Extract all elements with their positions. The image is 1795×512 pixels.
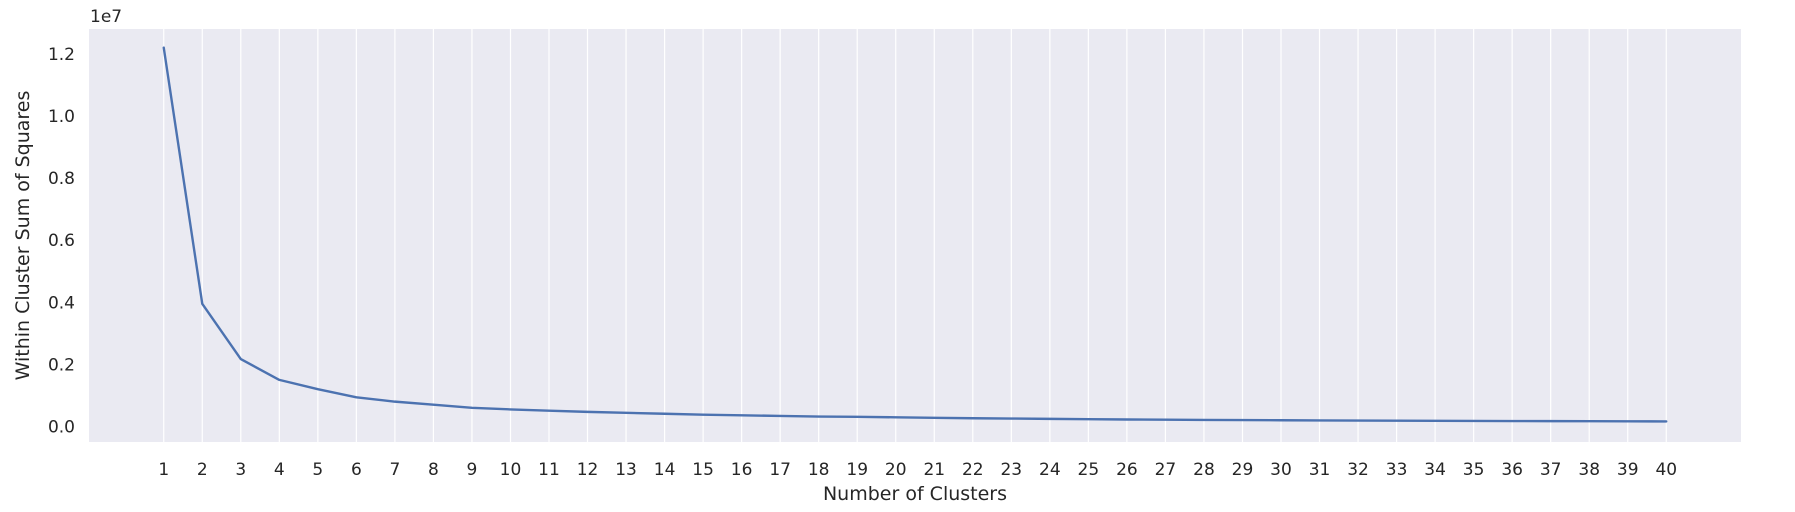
x-tick-label: 4: [274, 460, 285, 480]
x-tick-label: 22: [962, 460, 984, 480]
y-tick-label: 0.4: [48, 293, 75, 313]
x-tick-label: 13: [615, 460, 637, 480]
x-tick-label: 6: [351, 460, 362, 480]
x-tick-label: 9: [467, 460, 478, 480]
x-tick-label: 38: [1578, 460, 1600, 480]
x-tick-label: 31: [1309, 460, 1331, 480]
y-tick-labels: 0.0 0.2 0.4 0.6 0.8 1.0 1.2: [48, 45, 75, 438]
x-tick-label: 2: [197, 460, 208, 480]
y-axis-label: Within Cluster Sum of Squares: [12, 91, 34, 381]
x-tick-label: 37: [1540, 460, 1562, 480]
y-tick-label: 1.2: [48, 45, 75, 65]
x-tick-label: 27: [1155, 460, 1177, 480]
y-axis-offset-label: 1e7: [90, 7, 122, 27]
x-tick-label: 33: [1386, 460, 1408, 480]
series-line-0: [162, 46, 1668, 423]
x-tick-label: 23: [1000, 460, 1022, 480]
y-tick-label: 0.0: [48, 417, 75, 437]
x-tick-label: 35: [1463, 460, 1485, 480]
x-tick-label: 28: [1193, 460, 1215, 480]
x-tick-label: 26: [1116, 460, 1138, 480]
y-tick-label: 0.8: [48, 169, 75, 189]
x-axis-label: Number of Clusters: [823, 483, 1007, 505]
x-tick-labels: 1 2 3 4 5 6 7 8 9 10 11 12 13 14 15 16 17 18 19 20 21 22 23 24 2…: [158, 460, 1677, 480]
x-tick-label: 29: [1232, 460, 1254, 480]
y-tick-label: 0.6: [48, 231, 75, 251]
x-tick-label: 15: [692, 460, 714, 480]
x-tick-label: 19: [846, 460, 868, 480]
x-tick-label: 25: [1078, 460, 1100, 480]
series-layer: [162, 46, 1668, 423]
x-tick-label: 8: [428, 460, 439, 480]
x-tick-label: 34: [1424, 460, 1446, 480]
x-tick-label: 36: [1501, 460, 1523, 480]
y-tick-label: 1.0: [48, 107, 75, 127]
x-tick-label: 39: [1617, 460, 1639, 480]
x-tick-label: 14: [654, 460, 676, 480]
x-tick-label: 3: [235, 460, 246, 480]
x-tick-label: 5: [312, 460, 323, 480]
x-tick-label: 17: [769, 460, 791, 480]
x-tick-label: 24: [1039, 460, 1061, 480]
grid-lines: [163, 29, 1667, 442]
x-tick-label: 7: [389, 460, 400, 480]
x-tick-label: 40: [1655, 460, 1677, 480]
x-tick-label: 18: [808, 460, 830, 480]
x-tick-label: 21: [923, 460, 945, 480]
plot-area: [89, 29, 1741, 442]
x-tick-label: 12: [577, 460, 599, 480]
x-tick-label: 1: [158, 460, 169, 480]
x-tick-label: 32: [1347, 460, 1369, 480]
x-tick-label: 16: [731, 460, 753, 480]
x-tick-label: 20: [885, 460, 907, 480]
x-tick-label: 30: [1270, 460, 1292, 480]
x-tick-label: 10: [500, 460, 522, 480]
y-tick-label: 0.2: [48, 355, 75, 375]
x-tick-label: 11: [538, 460, 560, 480]
